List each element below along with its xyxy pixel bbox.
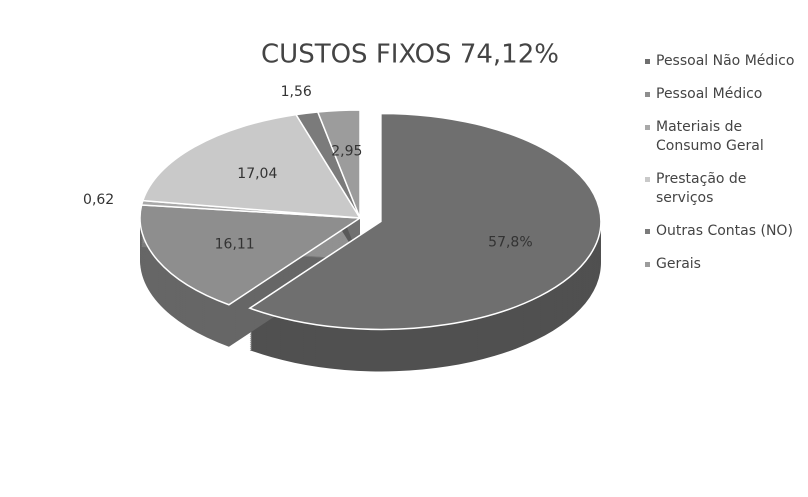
- chart-title: CUSTOS FIXOS 74,12%: [261, 40, 559, 70]
- slice: [316, 109, 361, 219]
- legend-marker: [645, 125, 650, 130]
- legend-label: Gerais: [656, 256, 701, 272]
- legend-label: Pessoal Médico: [656, 86, 763, 102]
- legend-item: Pessoal Médico: [645, 85, 795, 104]
- pie-tops: [139, 109, 602, 331]
- slice: [141, 113, 362, 219]
- legend-label: Outras Contas (NO): [656, 223, 793, 239]
- legend-item: Pessoal Não Médico: [645, 52, 795, 71]
- legend-label: Pessoal Não Médico: [656, 53, 795, 69]
- slice: [139, 204, 363, 306]
- legend-marker: [645, 229, 650, 234]
- legend-label: Prestação de serviços: [656, 171, 747, 206]
- legend-item: Materiais de Consumo Geral: [645, 118, 795, 156]
- data-label: 0,62: [83, 192, 114, 208]
- legend-marker: [645, 177, 650, 182]
- legend: Pessoal Não Médico Pessoal Médico Materiai…: [645, 52, 795, 274]
- legend-item: Prestação de serviços: [645, 170, 795, 208]
- legend-item: Outras Contas (NO): [645, 222, 795, 241]
- data-label: 16,11: [215, 236, 255, 252]
- slice: [248, 112, 602, 331]
- legend-marker: [645, 262, 650, 267]
- data-label: 17,04: [237, 166, 277, 182]
- legend-marker: [645, 59, 650, 64]
- data-label: 57,8%: [488, 234, 532, 250]
- legend-label: Materiais de Consumo Geral: [656, 119, 764, 154]
- legend-item: Gerais: [645, 255, 795, 274]
- data-label: 2,95: [331, 143, 362, 159]
- data-label: 1,56: [281, 84, 312, 100]
- legend-marker: [645, 92, 650, 97]
